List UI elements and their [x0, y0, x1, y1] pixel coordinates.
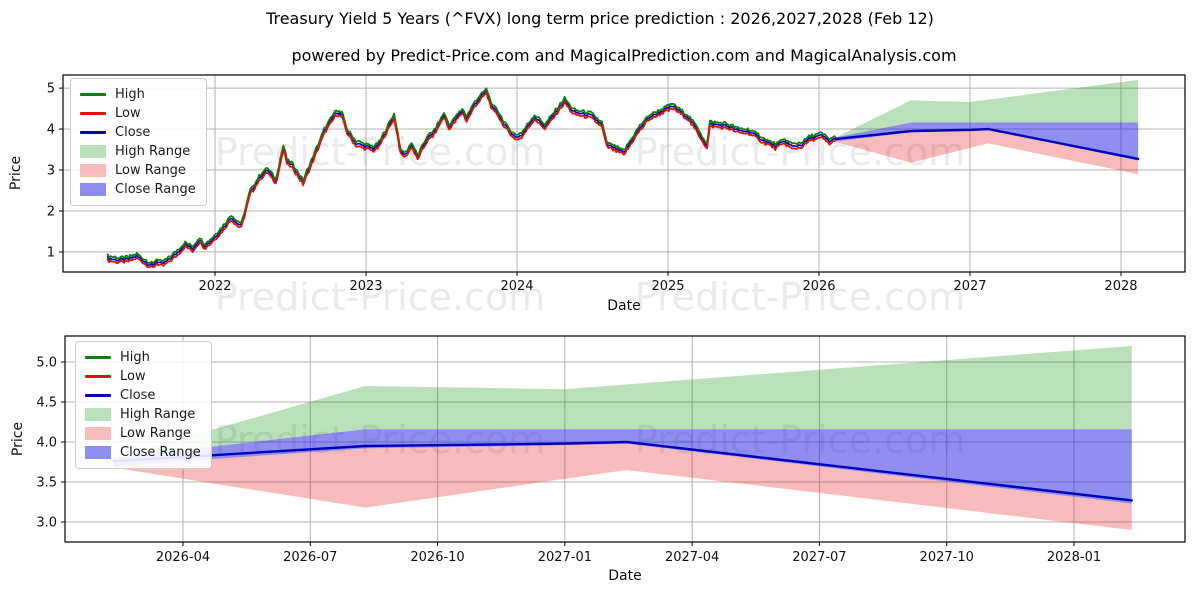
- top-chart-x-tick-label: 2026: [802, 279, 835, 294]
- legend-patch-swatch: [80, 183, 106, 196]
- top-chart-x-tick-label: 2024: [500, 279, 533, 294]
- low-range-band-top-chart: [836, 129, 1139, 175]
- legend-item-high-range: High Range: [80, 142, 196, 161]
- bottom-chart-xaxis-label: Date: [608, 568, 641, 584]
- legend-patch-swatch: [85, 427, 111, 440]
- legend-line-swatch: [85, 375, 111, 378]
- legend-line-swatch: [80, 131, 106, 134]
- top-chart-x-tick-label: 2023: [349, 279, 382, 294]
- bottom-chart-x-tick-label: 2027-01: [538, 550, 592, 565]
- low-line-history: [106, 91, 838, 269]
- legend-item-high: High: [85, 348, 201, 367]
- legend-line-swatch: [80, 112, 106, 115]
- legend-item-high: High: [80, 85, 196, 104]
- legend-patch-swatch: [85, 446, 111, 459]
- top-chart-xaxis-label: Date: [607, 298, 640, 314]
- top-chart-x-tick-label: 2028: [1104, 279, 1137, 294]
- legend-label: Close: [115, 125, 151, 140]
- legend-label: High: [115, 87, 145, 102]
- high-range-band-bottom-chart: [113, 346, 1132, 458]
- low-range-band-bottom-chart: [113, 443, 1132, 530]
- bottom-chart-y-tick-label: 5.0: [36, 356, 57, 371]
- legend-line-swatch: [80, 93, 106, 96]
- bottom-chart-x-tick-label: 2028-01: [1047, 550, 1101, 565]
- top-chart-y-tick-label: 5: [47, 82, 55, 97]
- legend-patch-swatch: [80, 145, 106, 158]
- bottom-chart-y-tick-label: 4.5: [36, 396, 57, 411]
- top-chart-y-tick-label: 4: [47, 123, 55, 138]
- legend-item-low-range: Low Range: [85, 424, 201, 443]
- top-chart-y-tick-label: 2: [47, 204, 55, 219]
- legend-item-high-range: High Range: [85, 405, 201, 424]
- legend-top: High Low Close High Range Low Range Close Ran…: [70, 78, 207, 206]
- bottom-chart-x-tick-label: 2027-07: [792, 550, 846, 565]
- chart-title: Treasury Yield 5 Years (^FVX) long term …: [266, 9, 934, 28]
- bottom-chart-axes-frame: [64, 335, 1186, 543]
- top-chart-y-tick-label: 3: [47, 164, 55, 179]
- top-chart-x-tick-label: 2022: [198, 279, 231, 294]
- legend-item-low: Low: [85, 367, 201, 386]
- legend-line-swatch: [85, 394, 111, 397]
- bottom-chart-x-tick-label: 2027-10: [920, 550, 974, 565]
- high-line-history: [106, 87, 838, 265]
- close-line-prediction-top-chart: [834, 127, 1140, 161]
- high-range-band-top-chart: [836, 79, 1139, 138]
- bottom-chart-x-tick-label: 2026-04: [156, 550, 210, 565]
- top-chart-x-tick-label: 2027: [953, 279, 986, 294]
- bottom-chart-yaxis-label: Price: [10, 422, 26, 456]
- watermark-text: Predict-Price.com: [635, 275, 966, 319]
- legend-label: Close Range: [120, 445, 201, 460]
- bottom-chart-y-tick-label: 4.0: [36, 436, 57, 451]
- legend-label: Low: [115, 106, 141, 121]
- watermark-text: Predict-Price.com: [215, 275, 546, 319]
- legend-bottom: High Low Close High Range Low Range Close Ran…: [75, 341, 212, 469]
- watermark-text: Predict-Price.com: [635, 130, 966, 174]
- legend-item-low-range: Low Range: [80, 161, 196, 180]
- top-chart-y-tick-label: 1: [47, 245, 55, 260]
- legend-label: High Range: [120, 407, 196, 422]
- legend-item-close-range: Close Range: [80, 180, 196, 199]
- bottom-chart-y-tick-label: 3.5: [36, 476, 57, 491]
- close-line-history: [106, 89, 837, 266]
- legend-item-close: Close: [80, 123, 196, 142]
- legend-item-close: Close: [85, 386, 201, 405]
- legend-label: Low Range: [115, 163, 186, 178]
- chart-subtitle: powered by Predict-Price.com and Magical…: [291, 46, 957, 65]
- bottom-chart-x-tick-label: 2027-04: [665, 550, 719, 565]
- legend-item-close-range: Close Range: [85, 443, 201, 462]
- legend-patch-swatch: [85, 408, 111, 421]
- top-chart-axes-frame: [62, 74, 1186, 273]
- legend-item-low: Low: [80, 104, 196, 123]
- legend-label: Low Range: [120, 426, 191, 441]
- close-range-band-bottom-chart: [113, 429, 1132, 504]
- bottom-chart-x-tick-label: 2026-07: [283, 550, 337, 565]
- legend-patch-swatch: [80, 164, 106, 177]
- legend-line-swatch: [85, 356, 111, 359]
- legend-label: High Range: [115, 144, 191, 159]
- close-line-prediction-bottom-chart: [112, 440, 1133, 502]
- watermark-text: Predict-Price.com: [215, 130, 546, 174]
- legend-label: Low: [120, 369, 146, 384]
- legend-label: Close: [120, 388, 156, 403]
- bottom-chart-y-tick-label: 3.0: [36, 516, 57, 531]
- bottom-chart-x-tick-label: 2026-10: [410, 550, 464, 565]
- legend-label: Close Range: [115, 182, 196, 197]
- legend-label: High: [120, 350, 150, 365]
- top-chart-x-tick-label: 2025: [651, 279, 684, 294]
- top-chart-yaxis-label: Price: [8, 156, 24, 190]
